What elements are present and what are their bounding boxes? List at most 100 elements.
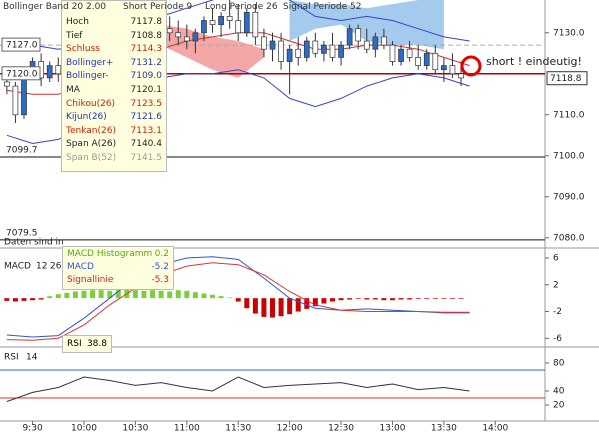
histogram-bar <box>338 298 344 301</box>
tooltip-value: 7109.0 <box>130 71 163 82</box>
legend-row: MACD -5.2 <box>67 262 169 275</box>
histogram-bar <box>81 290 87 299</box>
histogram-bar <box>449 298 455 299</box>
candle-body <box>372 36 379 50</box>
candle-body <box>46 65 53 79</box>
candle-body <box>269 40 276 50</box>
y-tick-label: 7080.0 <box>553 233 585 243</box>
status-text: Daten sind in <box>4 238 64 248</box>
candle-body <box>55 65 62 75</box>
legend-value: 0.2 <box>154 249 169 259</box>
candle-body <box>441 65 447 71</box>
candle-body <box>243 11 250 34</box>
y-tick-label: 80 <box>553 359 565 369</box>
panel-title: MACD <box>4 262 31 272</box>
histogram-bar <box>47 296 53 299</box>
histogram-bar <box>304 298 310 309</box>
readout: RSI 38.8 <box>62 335 112 353</box>
histogram-bar <box>132 290 138 299</box>
tooltip-value: 7117.8 <box>130 17 163 27</box>
y-tick-label: 7130.0 <box>553 28 585 38</box>
candle-body <box>303 40 310 58</box>
histogram-bar <box>235 298 241 302</box>
histogram-bar <box>38 298 44 300</box>
candle-body <box>415 57 422 66</box>
histogram-bar <box>4 298 10 301</box>
header-text: Bollinger Band 20 2.00 <box>3 2 107 12</box>
tooltip-label: Bollinger+ <box>66 57 114 68</box>
histogram-bar <box>398 298 404 300</box>
header-text: Signal Periode 52 <box>283 2 362 12</box>
annotation: short ! eindeutig! <box>486 55 582 68</box>
histogram-bar <box>424 298 430 299</box>
candle-body <box>355 28 362 42</box>
x-tick-label: 10:30 <box>122 424 148 434</box>
histogram-bar <box>355 298 361 299</box>
candle-body <box>329 44 336 58</box>
legend-row: MACD Histogramm 0.2 <box>67 249 169 262</box>
histogram-bar <box>381 298 387 301</box>
histogram-bar <box>407 298 413 300</box>
tooltip-value: 7113.1 <box>130 125 163 136</box>
panel-param: 12 <box>36 262 47 272</box>
histogram-bar <box>192 292 198 299</box>
macd-line <box>6 262 470 341</box>
histogram-bar <box>115 290 121 299</box>
histogram-bar <box>415 298 421 299</box>
tooltip-value: 7108.8 <box>130 30 163 41</box>
tooltip-value: 7121.6 <box>130 112 163 123</box>
histogram-bar <box>227 297 233 299</box>
x-tick-label: 12:30 <box>328 424 354 434</box>
readout-value: 38.8 <box>86 339 107 349</box>
tooltip: Hoch 7117.8 Tief 7108.8 Schluss 7114.3 Bolling… <box>61 0 167 172</box>
candle-body <box>175 32 182 38</box>
histogram-bar <box>141 290 147 299</box>
y-tick-label: 40 <box>553 387 565 397</box>
candle-body <box>226 16 233 21</box>
histogram-bar <box>372 298 378 300</box>
tooltip-label: Bollinger- <box>66 71 109 82</box>
candle-body <box>423 52 430 66</box>
tooltip-row: Tief 7108.8 <box>66 31 162 44</box>
histogram-bar <box>287 298 293 315</box>
candle-body <box>209 20 216 25</box>
histogram-bar <box>98 290 104 299</box>
ichimoku-cloud <box>135 20 264 78</box>
x-tick-label: 13:00 <box>379 424 405 434</box>
histogram-bar <box>72 291 78 299</box>
level-label: 7120.0 <box>6 69 38 79</box>
histogram-bar <box>244 298 250 309</box>
candle-body <box>286 48 293 62</box>
histogram-bar <box>218 296 224 299</box>
histogram-bar <box>252 298 258 314</box>
tooltip-row: Tenkan(26) 7113.1 <box>66 126 162 139</box>
candle-body <box>4 81 10 87</box>
candle-body <box>346 28 353 46</box>
legend-label: MACD Histogramm <box>67 249 153 259</box>
header-text: Short Periode 9 <box>123 2 193 12</box>
panel-param: 14 <box>26 353 38 363</box>
tooltip-row: Chikou(26) 7123.5 <box>66 99 162 112</box>
histogram-bar <box>167 291 173 299</box>
histogram-bar <box>175 290 181 299</box>
legend-value: -5.2 <box>151 262 169 272</box>
macd-line <box>6 256 470 338</box>
tooltip-row: Span B(52) 7141.5 <box>66 153 162 166</box>
rsi-line <box>6 376 470 402</box>
tooltip-row: Hoch 7117.8 <box>66 17 162 30</box>
x-tick-label: 9:30 <box>22 424 42 434</box>
tooltip-label: Span B(52) <box>66 153 117 163</box>
level-label: 7099.7 <box>6 146 38 156</box>
candle-body <box>458 73 464 79</box>
candle-body <box>252 11 259 38</box>
candle-body <box>321 44 327 54</box>
tooltip-value: 7131.2 <box>130 57 163 68</box>
candle-body <box>389 44 396 62</box>
histogram-bar <box>158 290 164 299</box>
histogram-bar <box>261 298 267 317</box>
tooltip-label: Tenkan(26) <box>66 125 116 136</box>
tooltip-row: Bollinger- 7109.0 <box>66 71 162 84</box>
y-tick-label: 20 <box>553 401 565 411</box>
candle-body <box>363 40 370 50</box>
histogram-bar <box>364 298 370 300</box>
